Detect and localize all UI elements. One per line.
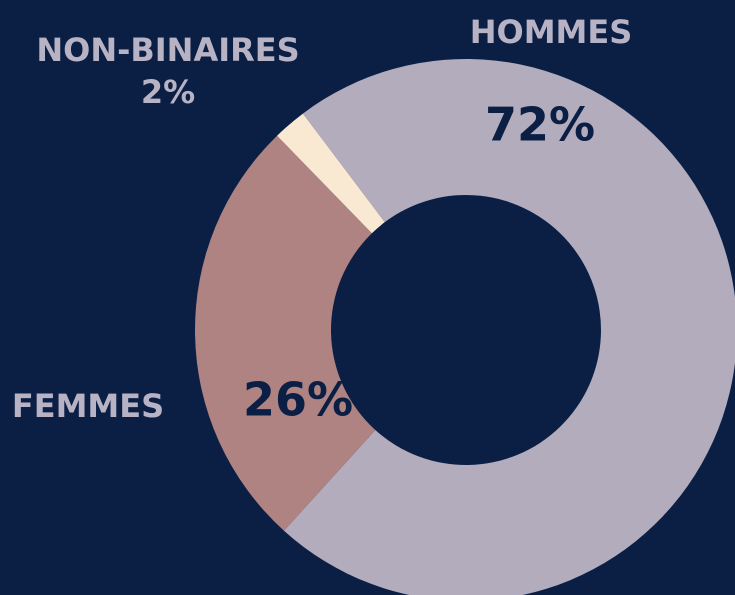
category-label: HOMMES: [470, 13, 633, 51]
category-label: NON-BINAIRES: [36, 31, 299, 69]
category-label: FEMMES: [12, 387, 164, 425]
slice: [194, 135, 376, 531]
slices: [194, 59, 735, 595]
value-label: 2%: [141, 73, 195, 111]
slice: [283, 59, 735, 595]
slice: [277, 113, 385, 234]
value-label: 26%: [243, 373, 353, 427]
value-label: 72%: [485, 98, 595, 152]
